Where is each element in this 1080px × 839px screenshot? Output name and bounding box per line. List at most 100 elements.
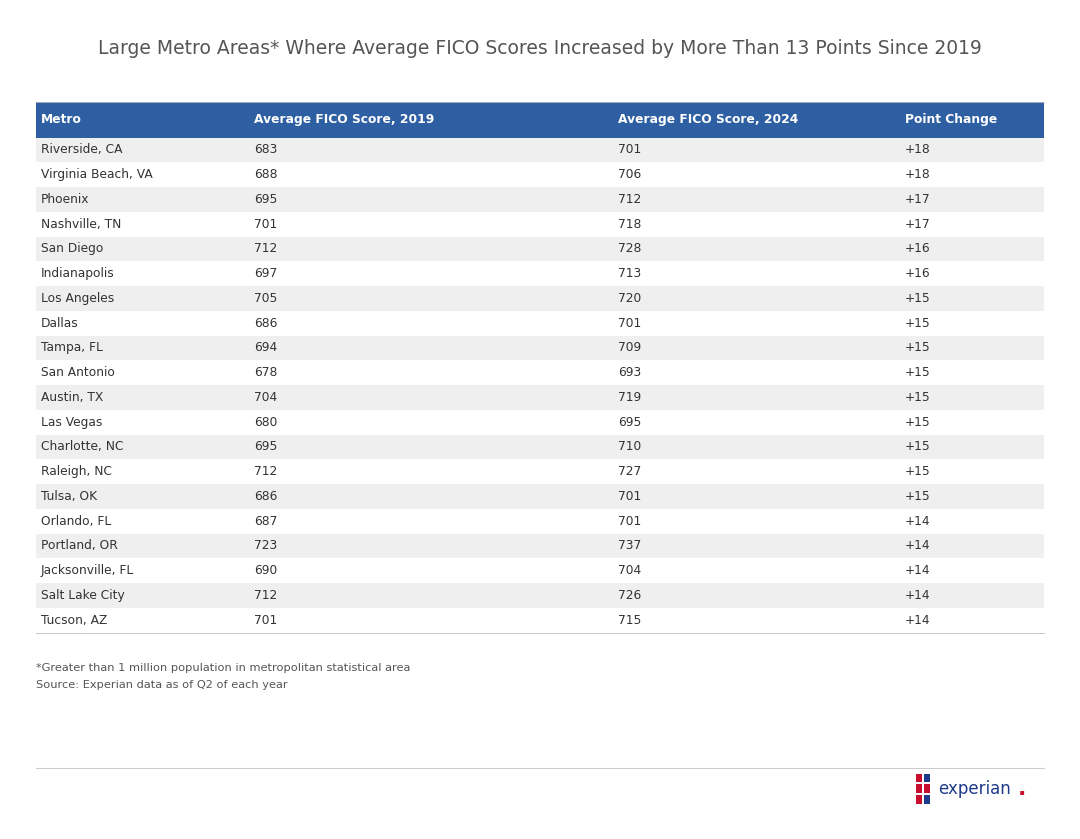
FancyBboxPatch shape (36, 102, 1044, 138)
FancyBboxPatch shape (36, 237, 1044, 262)
Text: Metro: Metro (41, 113, 82, 127)
Text: 712: 712 (254, 589, 278, 602)
Text: 712: 712 (618, 193, 642, 206)
Text: 713: 713 (618, 268, 642, 280)
Text: +15: +15 (905, 341, 931, 354)
Text: Salt Lake City: Salt Lake City (41, 589, 125, 602)
Text: Phoenix: Phoenix (41, 193, 90, 206)
Text: 701: 701 (254, 218, 278, 231)
FancyBboxPatch shape (36, 212, 1044, 237)
Text: 701: 701 (618, 515, 642, 528)
Text: 701: 701 (618, 490, 642, 503)
Text: +16: +16 (905, 268, 931, 280)
Text: +17: +17 (905, 218, 931, 231)
Text: +15: +15 (905, 466, 931, 478)
Text: .: . (1017, 779, 1026, 799)
FancyBboxPatch shape (916, 774, 922, 782)
Text: 704: 704 (618, 565, 642, 577)
Text: 701: 701 (254, 614, 278, 627)
Text: 690: 690 (254, 565, 278, 577)
Text: 680: 680 (254, 416, 278, 429)
Text: Dallas: Dallas (41, 317, 79, 330)
Text: Austin, TX: Austin, TX (41, 391, 104, 404)
Text: 695: 695 (254, 440, 278, 453)
Text: Charlotte, NC: Charlotte, NC (41, 440, 123, 453)
Text: 695: 695 (254, 193, 278, 206)
Text: +15: +15 (905, 440, 931, 453)
FancyBboxPatch shape (36, 336, 1044, 361)
Text: 737: 737 (618, 539, 642, 552)
Text: Average FICO Score, 2019: Average FICO Score, 2019 (254, 113, 434, 127)
Text: *Greater than 1 million population in metropolitan statistical area: *Greater than 1 million population in me… (36, 663, 410, 673)
Text: +14: +14 (905, 515, 931, 528)
Text: experian: experian (939, 779, 1011, 798)
Text: +15: +15 (905, 367, 931, 379)
Text: Riverside, CA: Riverside, CA (41, 143, 122, 156)
Text: Nashville, TN: Nashville, TN (41, 218, 121, 231)
FancyBboxPatch shape (36, 311, 1044, 336)
Text: Indianapolis: Indianapolis (41, 268, 114, 280)
Text: +18: +18 (905, 143, 931, 156)
Text: +14: +14 (905, 589, 931, 602)
Text: 720: 720 (618, 292, 642, 305)
Text: 719: 719 (618, 391, 642, 404)
Text: Large Metro Areas* Where Average FICO Scores Increased by More Than 13 Points Si: Large Metro Areas* Where Average FICO Sc… (98, 39, 982, 58)
FancyBboxPatch shape (36, 361, 1044, 385)
FancyBboxPatch shape (916, 784, 922, 793)
Text: Tucson, AZ: Tucson, AZ (41, 614, 107, 627)
FancyBboxPatch shape (36, 138, 1044, 163)
Text: +15: +15 (905, 292, 931, 305)
Text: +18: +18 (905, 169, 931, 181)
Text: Source: Experian data as of Q2 of each year: Source: Experian data as of Q2 of each y… (36, 680, 287, 690)
Text: 728: 728 (618, 242, 642, 255)
Text: 701: 701 (618, 143, 642, 156)
Text: 726: 726 (618, 589, 642, 602)
Text: San Antonio: San Antonio (41, 367, 114, 379)
Text: 695: 695 (618, 416, 642, 429)
FancyBboxPatch shape (36, 508, 1044, 534)
FancyBboxPatch shape (923, 795, 930, 804)
Text: +14: +14 (905, 539, 931, 552)
Text: 686: 686 (254, 490, 278, 503)
Text: Las Vegas: Las Vegas (41, 416, 103, 429)
Text: Los Angeles: Los Angeles (41, 292, 114, 305)
Text: San Diego: San Diego (41, 242, 104, 255)
Text: +15: +15 (905, 490, 931, 503)
Text: 712: 712 (254, 466, 278, 478)
Text: +17: +17 (905, 193, 931, 206)
Text: 678: 678 (254, 367, 278, 379)
Text: +15: +15 (905, 317, 931, 330)
Text: 688: 688 (254, 169, 278, 181)
Text: Raleigh, NC: Raleigh, NC (41, 466, 112, 478)
Text: 706: 706 (618, 169, 642, 181)
Text: +14: +14 (905, 614, 931, 627)
Text: Orlando, FL: Orlando, FL (41, 515, 111, 528)
Text: 697: 697 (254, 268, 278, 280)
FancyBboxPatch shape (36, 534, 1044, 559)
Text: 693: 693 (618, 367, 642, 379)
Text: 718: 718 (618, 218, 642, 231)
Text: 686: 686 (254, 317, 278, 330)
Text: 723: 723 (254, 539, 278, 552)
Text: Tulsa, OK: Tulsa, OK (41, 490, 97, 503)
Text: Tampa, FL: Tampa, FL (41, 341, 103, 354)
Text: +15: +15 (905, 391, 931, 404)
Text: Virginia Beach, VA: Virginia Beach, VA (41, 169, 152, 181)
FancyBboxPatch shape (36, 410, 1044, 435)
Text: Point Change: Point Change (905, 113, 997, 127)
FancyBboxPatch shape (36, 583, 1044, 607)
FancyBboxPatch shape (36, 187, 1044, 212)
Text: 694: 694 (254, 341, 278, 354)
Text: 710: 710 (618, 440, 642, 453)
Text: +16: +16 (905, 242, 931, 255)
FancyBboxPatch shape (923, 784, 930, 793)
FancyBboxPatch shape (36, 460, 1044, 484)
FancyBboxPatch shape (36, 286, 1044, 311)
Text: 704: 704 (254, 391, 278, 404)
Text: 712: 712 (254, 242, 278, 255)
FancyBboxPatch shape (36, 607, 1044, 633)
Text: +15: +15 (905, 416, 931, 429)
FancyBboxPatch shape (36, 163, 1044, 187)
Text: Portland, OR: Portland, OR (41, 539, 118, 552)
FancyBboxPatch shape (36, 484, 1044, 508)
